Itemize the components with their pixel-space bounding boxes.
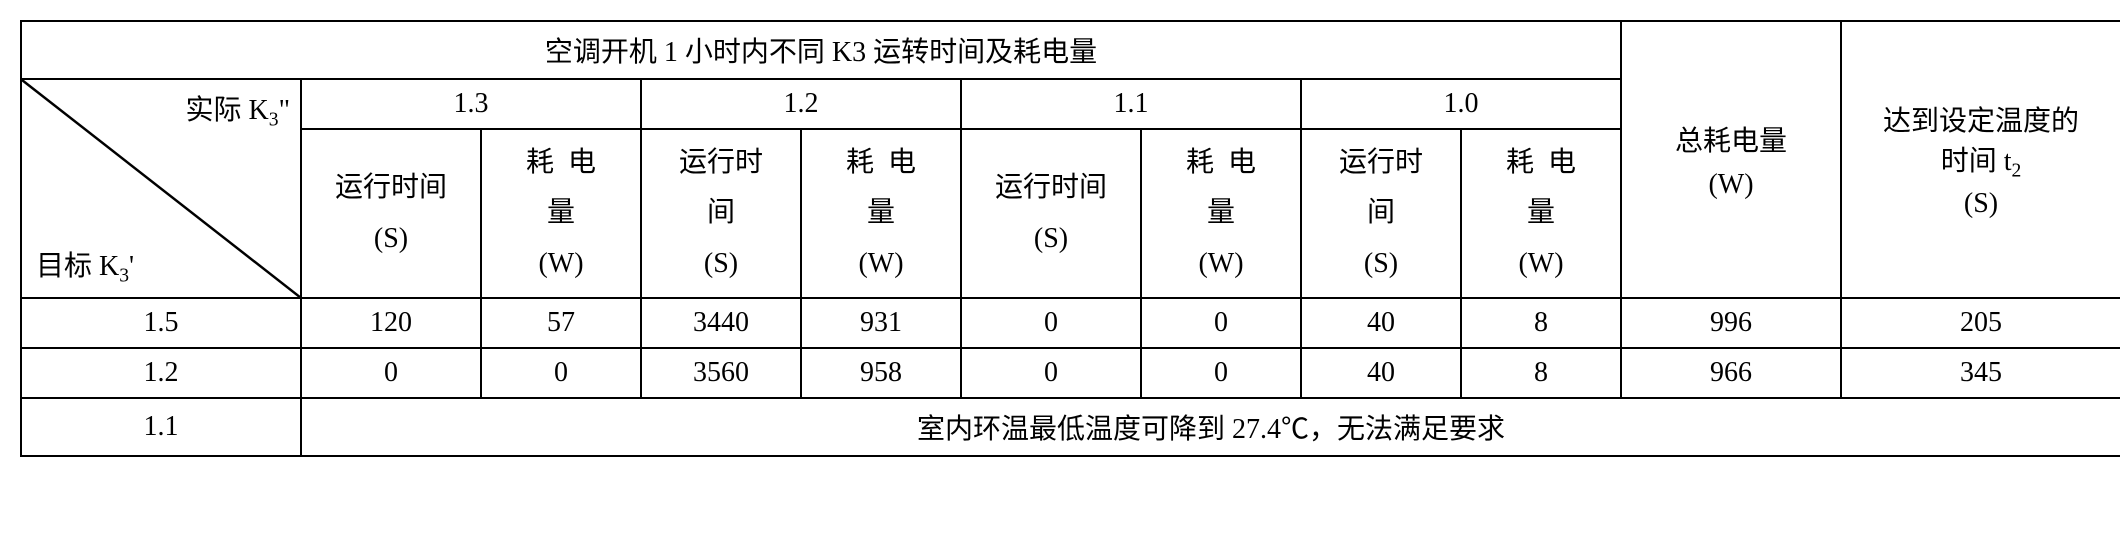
k-header-3: 1.0 [1301,79,1621,129]
target-1: 1.2 [21,348,301,398]
total-power-unit: (W) [1626,169,1836,201]
cell: 3440 [641,298,801,348]
cell: 40 [1301,298,1461,348]
cell: 40 [1301,348,1461,398]
data-row-0: 1.5 120 57 3440 931 0 0 40 8 996 205 [21,298,2120,348]
cell: 0 [301,348,481,398]
total-0: 996 [1621,298,1841,348]
cell: 958 [801,348,961,398]
sub-runtime-1: 运行时 间 (S) [641,129,801,298]
total-power-header: 总耗电量 (W) [1621,21,1841,298]
data-row-2: 1.1 室内环温最低温度可降到 27.4℃，无法满足要求 [21,398,2120,456]
reach-temp-label1: 达到设定温度的 [1846,99,2116,139]
reach-temp-unit: (S) [1846,188,2116,220]
sub-power-3: 耗 电 量 (W) [1461,129,1621,298]
diag-top-label: 实际 K3" [186,88,290,132]
diag-bottom-label: 目标 K3' [36,244,134,288]
sub-power-1: 耗 电 量 (W) [801,129,961,298]
sub-runtime-0: 运行时间 (S) [301,129,481,298]
k-header-2: 1.1 [961,79,1301,129]
cell: 57 [481,298,641,348]
reach-temp-label2: 时间 t2 [1846,139,2116,183]
cell: 0 [1141,298,1301,348]
reach-temp-header: 达到设定温度的 时间 t2 (S) [1841,21,2120,298]
cell: 0 [961,348,1141,398]
total-1: 966 [1621,348,1841,398]
sub-runtime-2: 运行时间 (S) [961,129,1141,298]
main-header: 空调开机 1 小时内不同 K3 运转时间及耗电量 [21,21,1621,79]
time-0: 205 [1841,298,2120,348]
diagonal-header: 实际 K3" 目标 K3' [21,79,301,298]
header-row-1: 空调开机 1 小时内不同 K3 运转时间及耗电量 总耗电量 (W) 达到设定温度… [21,21,2120,79]
target-0: 1.5 [21,298,301,348]
note-cell: 室内环温最低温度可降到 27.4℃，无法满足要求 [301,398,2120,456]
cell: 0 [1141,348,1301,398]
time-1: 345 [1841,348,2120,398]
data-row-1: 1.2 0 0 3560 958 0 0 40 8 966 345 [21,348,2120,398]
target-2: 1.1 [21,398,301,456]
sub-power-2: 耗 电 量 (W) [1141,129,1301,298]
k-header-1: 1.2 [641,79,961,129]
total-power-label: 总耗电量 [1626,119,1836,159]
cell: 0 [961,298,1141,348]
sub-power-0: 耗 电 量 (W) [481,129,641,298]
cell: 3560 [641,348,801,398]
cell: 120 [301,298,481,348]
cell: 8 [1461,348,1621,398]
sub-runtime-3: 运行时 间 (S) [1301,129,1461,298]
cell: 931 [801,298,961,348]
cell: 8 [1461,298,1621,348]
data-table: 空调开机 1 小时内不同 K3 运转时间及耗电量 总耗电量 (W) 达到设定温度… [20,20,2120,457]
k-header-0: 1.3 [301,79,641,129]
cell: 0 [481,348,641,398]
